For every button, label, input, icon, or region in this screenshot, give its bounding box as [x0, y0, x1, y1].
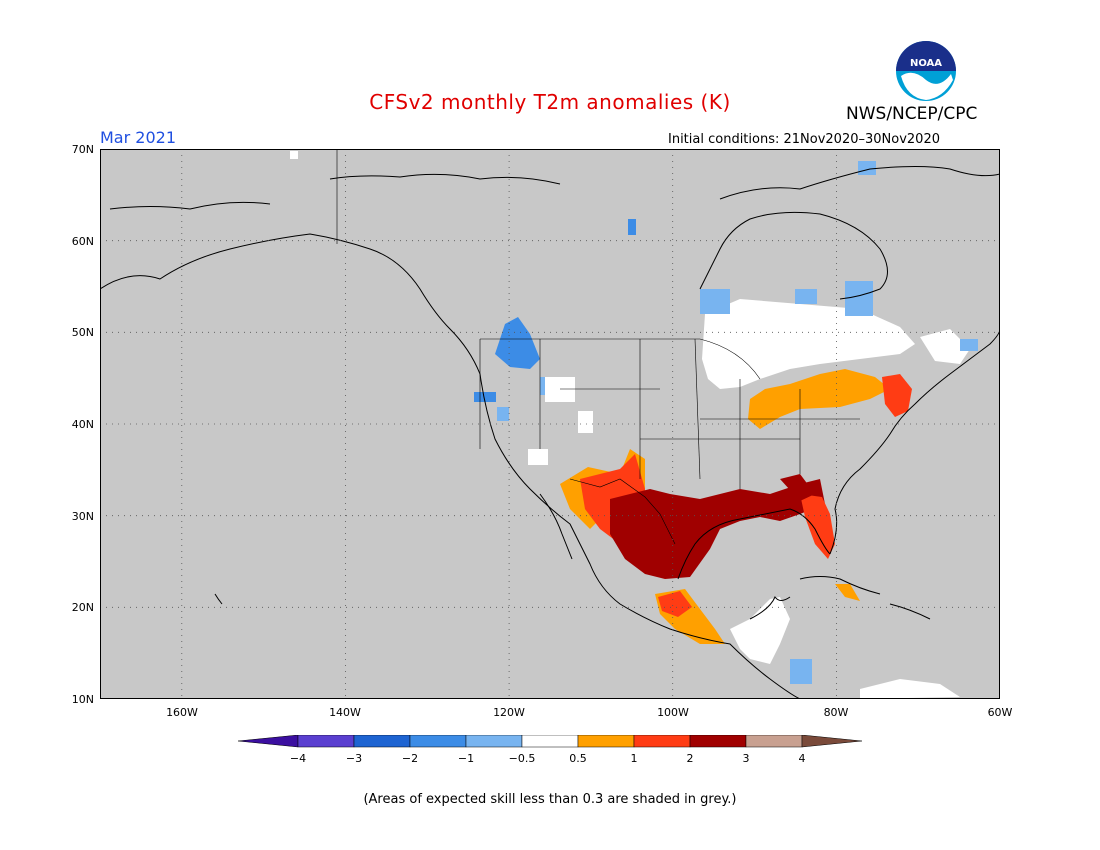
colorbar-swatch	[465, 735, 523, 748]
svg-text:NOAA: NOAA	[910, 58, 942, 69]
colorbar-swatch	[577, 735, 635, 748]
lat-label: 40N	[71, 418, 94, 431]
colorbar-label: −1	[457, 752, 475, 765]
colorbar-swatch	[521, 735, 579, 748]
agency-label: NWS/NCEP/CPC	[846, 104, 978, 124]
colorbar-label: 0.5	[569, 752, 587, 765]
lat-label: 60N	[71, 235, 94, 248]
lon-label: 60W	[987, 706, 1013, 719]
colorbar-label: 1	[630, 752, 638, 765]
lat-label: 30N	[71, 510, 94, 523]
colorbar-swatch	[689, 735, 747, 748]
initial-conditions: Initial conditions: 21Nov2020–30Nov2020	[668, 132, 940, 147]
noaa-logo: NOAA	[895, 40, 957, 102]
lon-label: 120W	[493, 706, 525, 719]
colorbar-swatch	[297, 735, 355, 748]
lon-label: 100W	[657, 706, 689, 719]
colorbar-swatch	[409, 735, 467, 748]
forecast-month: Mar 2021	[100, 128, 176, 147]
lat-label: 70N	[71, 143, 94, 156]
chart-title: CFSv2 monthly T2m anomalies (K)	[369, 90, 731, 114]
lat-label: 10N	[71, 693, 94, 706]
colorbar-arrow-right	[801, 735, 862, 748]
colorbar-label: 2	[686, 752, 694, 765]
colorbar-label: −4	[289, 752, 307, 765]
colorbar-label: −2	[401, 752, 419, 765]
lon-label: 160W	[166, 706, 198, 719]
colorbar-arrow-left	[238, 735, 299, 748]
colorbar	[238, 735, 862, 748]
borders	[336, 149, 860, 545]
map-frame	[100, 149, 1000, 699]
lat-label: 20N	[71, 601, 94, 614]
colorbar-swatch	[745, 735, 803, 748]
lat-label: 50N	[71, 326, 94, 339]
colorbar-label: 4	[798, 752, 806, 765]
graticule	[100, 149, 1000, 699]
colorbar-label: 3	[742, 752, 750, 765]
lon-label: 140W	[329, 706, 361, 719]
colorbar-swatch	[633, 735, 691, 748]
colorbar-label: −0.5	[508, 752, 536, 765]
colorbar-swatch	[353, 735, 411, 748]
lon-label: 80W	[823, 706, 849, 719]
colorbar-label: −3	[345, 752, 363, 765]
anomaly-shading	[290, 151, 978, 699]
skill-footnote: (Areas of expected skill less than 0.3 a…	[363, 792, 737, 807]
anomaly-map	[100, 149, 1000, 699]
coastlines	[100, 166, 1000, 699]
